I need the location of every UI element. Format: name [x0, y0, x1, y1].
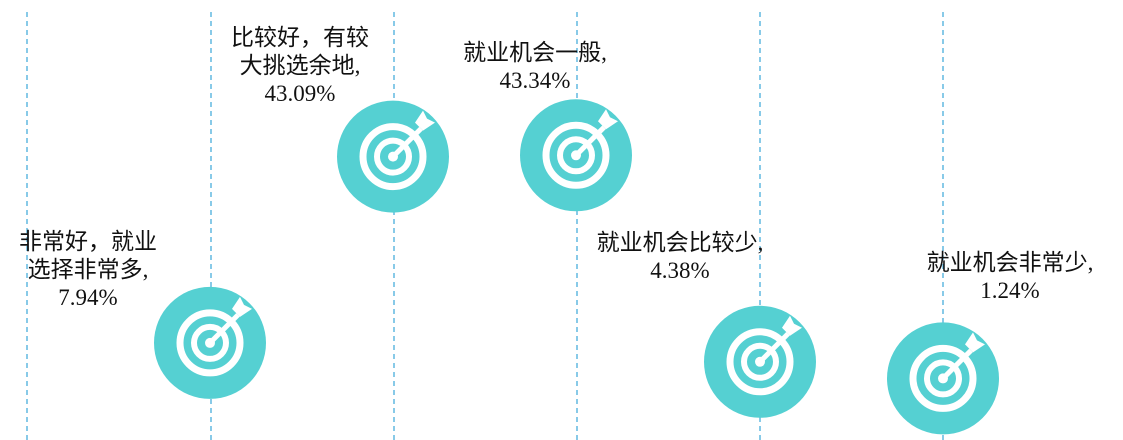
ring	[176, 309, 244, 377]
target-icon	[337, 100, 449, 213]
ring	[359, 123, 427, 191]
category-label: 就业机会非常少,	[926, 250, 1094, 275]
category-label: 就业机会一般,	[463, 40, 607, 65]
data-label: 就业机会比较少, 4.38%	[570, 229, 790, 285]
category-label: 比较好，有较大挑选余地,	[231, 25, 369, 78]
arrow-shaft	[941, 348, 973, 381]
ring	[909, 344, 977, 412]
arrow-fletch	[598, 109, 618, 130]
arrow-fletch	[782, 315, 802, 336]
category-label: 就业机会比较少,	[596, 230, 764, 255]
value-label: 7.94%	[58, 285, 118, 310]
ring	[191, 323, 229, 362]
target-icon	[520, 99, 632, 212]
ring	[726, 328, 794, 396]
data-label: 非常好，就业选择非常多, 7.94%	[8, 228, 168, 312]
ring	[374, 137, 412, 176]
value-label: 43.34%	[499, 68, 571, 93]
ring	[557, 136, 595, 175]
data-label: 就业机会一般, 43.34%	[435, 39, 635, 95]
arrow-fletch	[232, 296, 252, 317]
value-label: 1.24%	[980, 278, 1040, 303]
arrow-fletch	[965, 332, 985, 353]
value-label: 43.09%	[264, 81, 336, 106]
ring	[741, 342, 779, 381]
target-icon	[704, 305, 816, 418]
target-icon	[154, 286, 266, 399]
value-label: 4.38%	[650, 258, 710, 283]
arrow-shaft	[574, 125, 606, 158]
data-label: 比较好，有较大挑选余地, 43.09%	[220, 24, 380, 108]
arrow-shaft	[208, 313, 240, 345]
arrow-fletch	[415, 110, 435, 131]
target-icon	[887, 322, 999, 435]
arrow-shaft	[758, 332, 790, 364]
ring	[924, 359, 962, 398]
ring	[542, 121, 610, 189]
arrow-shaft	[391, 126, 423, 159]
data-label: 就业机会非常少, 1.24%	[900, 249, 1120, 305]
category-label: 非常好，就业选择非常多,	[19, 229, 157, 282]
